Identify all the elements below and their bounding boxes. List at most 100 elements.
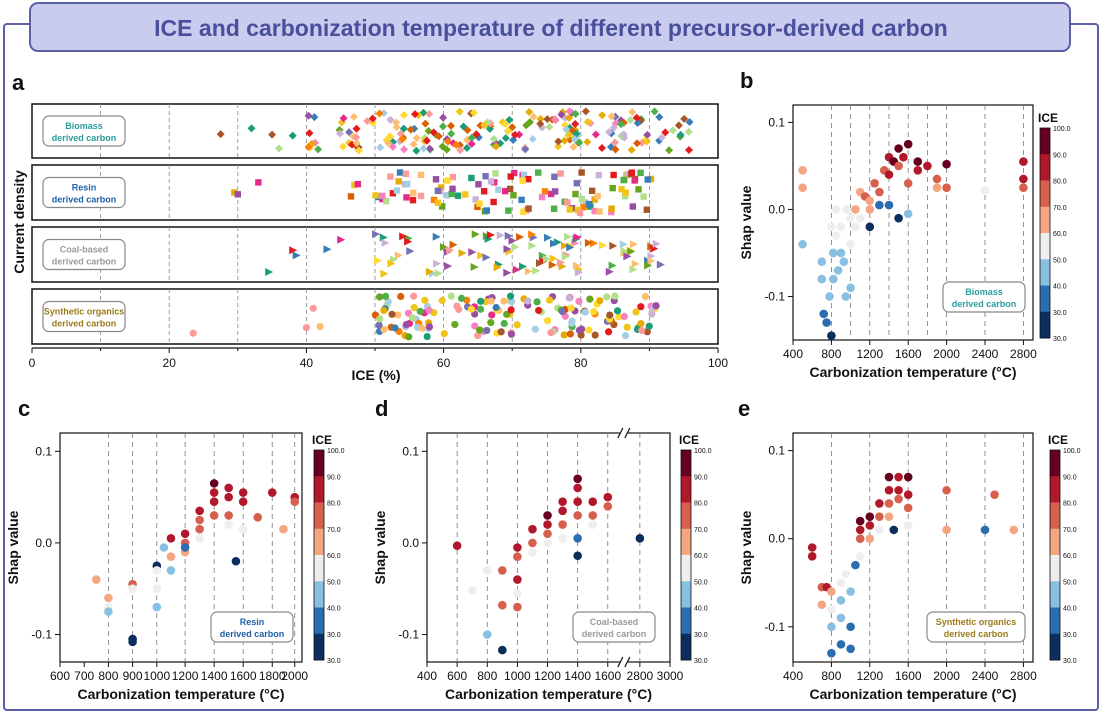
panel_c-data-point	[231, 556, 241, 566]
panel_b-colorbar-segment	[1040, 259, 1050, 286]
panel_e-data-point	[807, 543, 817, 552]
panel-a-triangle-marker	[493, 263, 502, 272]
panel_d-ytick-label: 0.0	[402, 536, 419, 550]
panel-a-triangle-marker	[425, 267, 434, 276]
panel_b-ytick-label: 0.0	[768, 202, 785, 216]
panel-a-circle-marker	[421, 296, 429, 304]
panel-a-diamond-marker	[511, 130, 520, 139]
panel_b-data-point	[884, 200, 894, 210]
panel-a-strip-label-box	[42, 238, 126, 271]
panel-a-diamond-marker	[376, 143, 385, 152]
panel_d-data-point	[513, 589, 522, 598]
panel-a-triangle-marker	[549, 254, 558, 263]
panel_e-data-point	[827, 622, 836, 632]
panel-a-circle-marker	[416, 307, 424, 316]
panel-a-triangle-marker	[468, 248, 477, 257]
panel_b-data-point	[839, 257, 849, 266]
panel_e-data-point	[827, 648, 836, 658]
panel-a-triangle-marker	[511, 243, 520, 252]
panel_b-xtick-label: 2400	[972, 347, 999, 361]
panel-a-diamond-marker	[410, 110, 419, 119]
panel-a-diamond-marker	[617, 120, 626, 129]
panel_b-data-point	[817, 274, 827, 284]
panel-a-triangle-marker	[381, 238, 390, 247]
panel-a-diamond-marker	[661, 128, 670, 137]
panel_d-colorbar-segment	[681, 528, 691, 556]
panel-a-diamond-marker	[598, 111, 607, 120]
panel-a-square-marker	[410, 189, 417, 197]
panel-a-strip-label: derived carbon	[52, 195, 117, 205]
panel-a-diamond-marker	[314, 145, 323, 154]
panel_e-xtick-label: 800	[821, 669, 841, 683]
panel-a-square-marker	[234, 191, 241, 198]
panel-a-diamond-marker	[642, 137, 651, 146]
panel-a-diamond-marker	[310, 113, 319, 122]
panel-a-circle-marker	[476, 305, 485, 313]
panel-a-triangle-marker	[323, 245, 332, 254]
panel_d-data-point	[543, 538, 552, 548]
panel_c-legend-label: Resin	[240, 617, 265, 627]
panel_b-colorbar-segment	[1040, 154, 1050, 181]
panel-a-triangle-marker	[573, 233, 582, 242]
panel-a-diamond-marker	[399, 124, 408, 133]
panel-a-diamond-marker	[505, 115, 514, 124]
panel-a-diamond-marker	[375, 109, 384, 118]
panel-a-square-marker	[550, 205, 558, 212]
panel-a-square-marker	[596, 208, 603, 215]
panel_b-data-point	[831, 231, 841, 240]
panel-a-triangle-marker	[535, 259, 544, 268]
panel-a-triangle-marker	[289, 246, 298, 255]
panel-a-triangle-marker	[608, 261, 617, 270]
panel-a-circle-marker	[567, 304, 575, 312]
panel-a-triangle-marker	[619, 240, 628, 249]
panel-a-square-marker	[628, 169, 636, 176]
panel_d-data-point	[573, 534, 582, 543]
panel_d-colorbar-segment	[681, 502, 691, 530]
panel_e-xtick-label: 2000	[933, 669, 960, 683]
panel_b-data-point	[1019, 183, 1028, 192]
panel_c-data-point	[209, 497, 219, 507]
panel-a-circle-marker	[487, 319, 495, 327]
panel-a-square-marker	[644, 176, 651, 183]
panel_b-data-point	[865, 205, 875, 214]
panel-a-diamond-marker	[545, 122, 554, 131]
panel-a-square-marker	[610, 171, 617, 179]
panel-a-square-marker	[379, 195, 386, 203]
panel_c-colorbar-segment	[314, 502, 324, 530]
panel-a-diamond-marker	[305, 129, 314, 138]
panel-a-circle-marker	[611, 292, 619, 300]
panel_c-data-point	[166, 552, 176, 561]
panel-a-triangle-marker	[623, 252, 632, 261]
panel_c-colorbar-tick: 80.0	[327, 501, 341, 508]
panel-a-square-marker	[647, 175, 655, 183]
panel-a-strip-label-box	[42, 176, 126, 209]
panel-a-triangle-marker	[566, 243, 575, 252]
panel-a-diamond-marker	[447, 129, 456, 138]
panel_e-data-point	[903, 521, 913, 530]
panel_e-data-point	[827, 604, 836, 614]
panel_e-data-point	[903, 503, 913, 513]
panel-a-square-marker	[231, 189, 238, 196]
panel-a-square-marker	[505, 207, 512, 214]
panel_e-data-point	[889, 525, 899, 535]
panel-a-square-marker	[541, 188, 549, 195]
panel_e-data-point	[942, 485, 951, 495]
panel-a-strip-label: derived carbon	[52, 257, 117, 267]
panel-a-diamond-marker	[619, 130, 628, 139]
panel_e-xtick-label: 400	[783, 669, 803, 683]
panel_e-data-point	[875, 525, 884, 535]
panel_c-data-point	[209, 511, 219, 520]
panel_b-colorbar-tick: 70.0	[1053, 205, 1067, 212]
panel-a-circle-marker	[575, 326, 584, 334]
panel-a-square-marker	[434, 199, 442, 206]
panel_b-data-point	[932, 174, 942, 184]
panel-a-square-marker	[454, 192, 462, 199]
panel-a-square-marker	[563, 199, 571, 206]
panel_d-axis-break-mask	[619, 427, 628, 439]
panel-a-square-marker	[588, 187, 596, 194]
panel_e-colorbar-segment	[1050, 528, 1060, 556]
panel-a-square-marker	[382, 197, 390, 205]
panel_e-data-point	[827, 587, 836, 596]
panel-a-diamond-marker	[554, 137, 563, 146]
